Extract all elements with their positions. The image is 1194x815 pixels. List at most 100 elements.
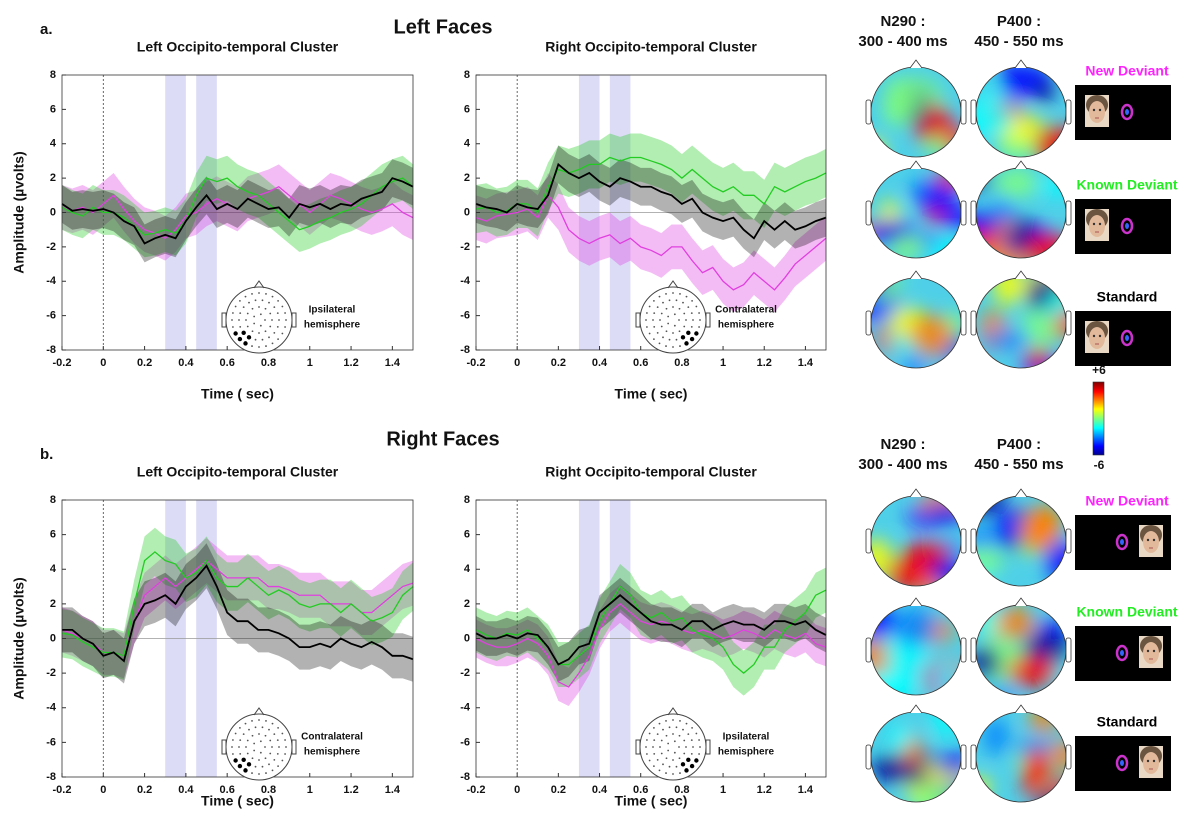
- electrode: [672, 719, 674, 721]
- topomap-ear: [970, 310, 977, 336]
- electrode: [254, 726, 257, 729]
- series-line: [475, 194, 827, 291]
- electrode: [233, 331, 238, 336]
- electrode: [668, 726, 671, 729]
- error-band: [476, 145, 826, 258]
- electrode: [244, 722, 247, 725]
- y-tick-label: -8: [460, 344, 470, 356]
- electrode: [246, 312, 249, 315]
- series-line: [61, 551, 414, 657]
- face-skin: [1089, 327, 1105, 349]
- head-nose: [253, 280, 265, 289]
- electrode: [685, 746, 687, 748]
- electrode: [673, 740, 676, 743]
- topomap-ear: [865, 528, 872, 554]
- electrode: [665, 720, 667, 722]
- electrode: [232, 326, 234, 328]
- y-tick-label: 8: [464, 494, 470, 506]
- electrode: [653, 752, 656, 755]
- series-line: [62, 564, 414, 663]
- electrode: [691, 300, 693, 302]
- x-tick-label: -0.2: [53, 357, 72, 369]
- electrode: [269, 325, 272, 328]
- y-tick-label: 6: [50, 103, 56, 115]
- y-tick-label: -8: [460, 771, 470, 783]
- topomap-blob: [894, 608, 938, 646]
- topo-window: 450 - 550 ms: [974, 33, 1063, 50]
- electrode: [273, 331, 276, 334]
- head-ear: [705, 739, 711, 755]
- topomap-blob: [871, 278, 901, 303]
- topomap-ear: [970, 744, 977, 770]
- electrode: [675, 765, 678, 768]
- electrode: [276, 325, 279, 328]
- electrode: [678, 307, 681, 310]
- topomap-ear: [1065, 528, 1072, 554]
- topomap-blob: [976, 647, 1001, 677]
- electrode: [689, 336, 695, 342]
- topomap-nose: [909, 160, 923, 170]
- electrode: [259, 751, 262, 754]
- topomap: [976, 67, 1066, 157]
- x-tick-label: 1: [307, 784, 313, 796]
- annotation: Contralateral: [301, 732, 363, 743]
- x-axis-label: Time ( sec): [201, 386, 274, 402]
- y-tick-label: -4: [46, 275, 57, 287]
- electrode: [239, 312, 242, 315]
- electrode: [698, 312, 700, 314]
- electrode: [653, 300, 655, 302]
- electrode: [679, 720, 681, 722]
- y-tick-label: 0: [50, 206, 56, 218]
- error-band: [62, 543, 413, 684]
- topomap-blob: [976, 528, 998, 549]
- electrode: [662, 763, 664, 766]
- topomap-blob: [886, 555, 932, 586]
- head-ear: [221, 312, 227, 328]
- electrode: [269, 312, 272, 315]
- electrode: [646, 739, 648, 741]
- electrode: [646, 326, 648, 328]
- electrode: [276, 739, 279, 742]
- electrode: [694, 758, 699, 763]
- electrode: [665, 330, 668, 333]
- topomap-ear: [865, 99, 872, 125]
- electrode: [254, 765, 257, 768]
- topomap-blob: [983, 717, 1009, 756]
- fixation-dot: [1120, 650, 1124, 656]
- electrode: [652, 746, 654, 748]
- electrode: [243, 341, 248, 346]
- topomap-nose: [1014, 597, 1028, 607]
- electrode: [660, 325, 663, 328]
- electrode: [665, 293, 667, 295]
- electrode: [648, 759, 651, 762]
- electrode: [679, 772, 681, 774]
- electrode: [668, 299, 671, 302]
- electrode: [238, 746, 240, 748]
- x-tick-label: -0.2: [53, 784, 72, 796]
- electrode: [691, 727, 693, 729]
- x-tick-label: -0.2: [467, 784, 486, 796]
- electrode: [648, 732, 651, 735]
- electrode: [248, 301, 250, 304]
- topomap-ear: [1065, 637, 1072, 663]
- face-skin: [1143, 531, 1159, 553]
- y-axis-label: Amplitude (µvolts): [11, 577, 27, 699]
- electrode: [284, 753, 286, 755]
- condition-label: Known Deviant: [1076, 177, 1177, 193]
- head-ear: [291, 312, 297, 328]
- topomap-blob: [1025, 232, 1066, 258]
- electrode: [276, 312, 279, 315]
- electrode: [277, 765, 279, 767]
- series-line: [475, 585, 827, 674]
- electrode: [662, 301, 664, 304]
- electrode: [680, 335, 686, 340]
- x-tick-label: 0.4: [592, 784, 608, 796]
- group-title: Right Faces: [386, 428, 499, 450]
- x-tick-label: 0.8: [261, 357, 276, 369]
- electrode: [251, 345, 253, 347]
- annotation: Contralateral: [715, 305, 777, 316]
- topo-component: P400 :: [997, 436, 1041, 453]
- electrode: [265, 720, 267, 722]
- electrode: [672, 759, 674, 761]
- electrode: [646, 312, 648, 314]
